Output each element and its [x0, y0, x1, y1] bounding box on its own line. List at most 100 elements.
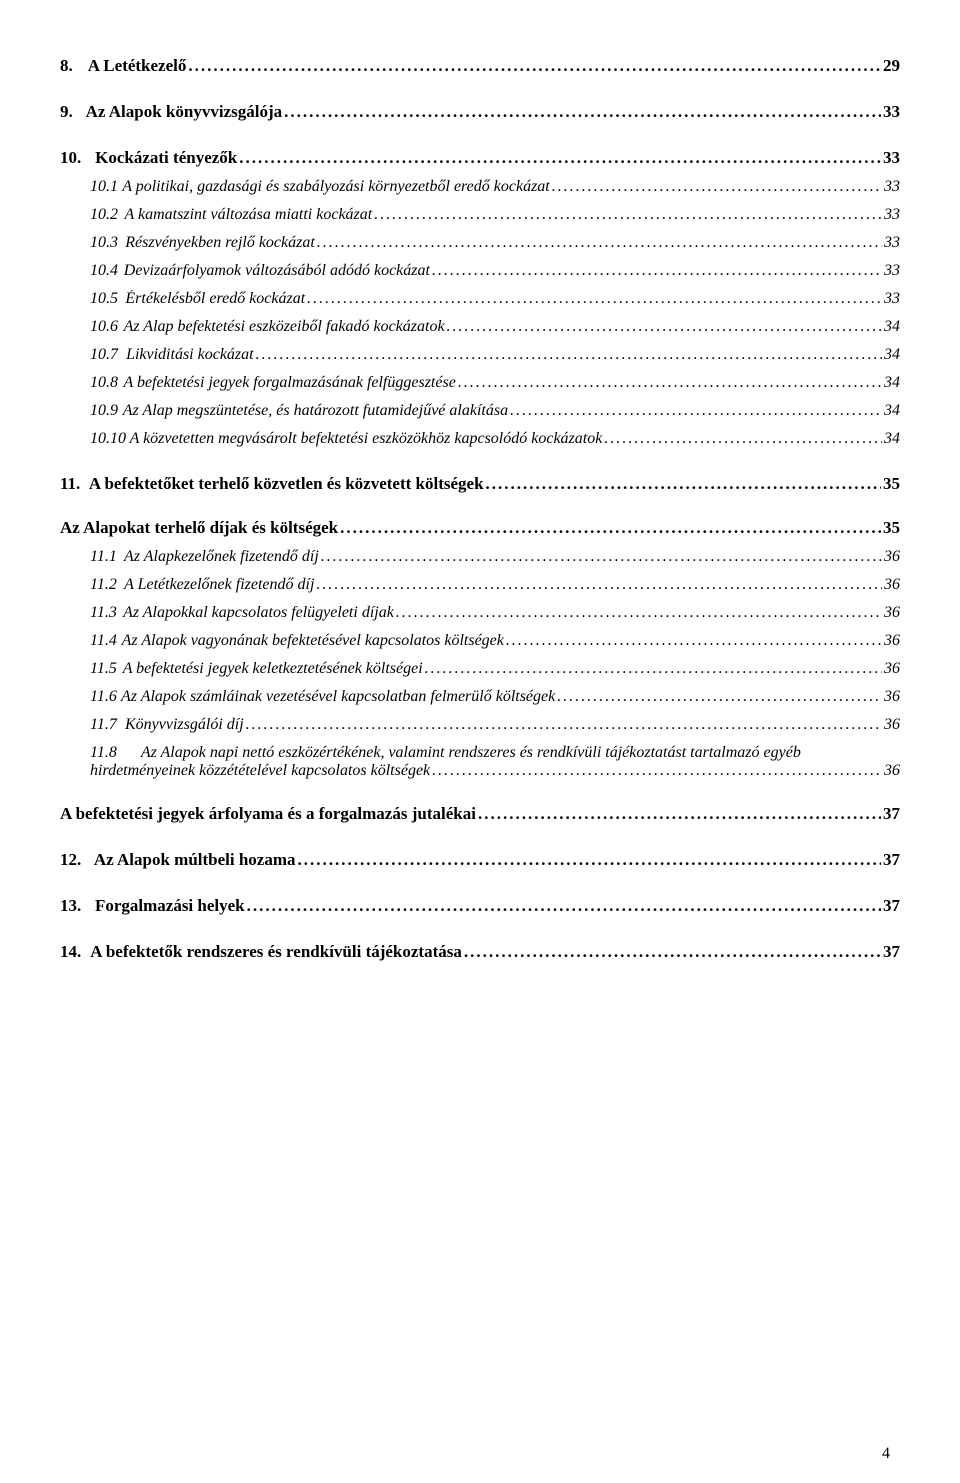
toc-entry-sub: 11.2A Letétkezelőnek fizetendő díj36	[90, 576, 900, 594]
toc-entry-number: 10.4	[90, 262, 118, 280]
toc-entry-page: 33	[884, 234, 900, 252]
toc-entry-text: A kamatszint változása miatti kockázat	[125, 206, 373, 224]
page-number: 4	[882, 1445, 890, 1463]
toc-entry-page: 33	[884, 178, 900, 196]
toc-entry-page: 34	[884, 318, 900, 336]
toc-entry-main: 9.Az Alapok könyvvizsgálója33	[60, 102, 900, 122]
toc-entry-page: 34	[884, 346, 900, 364]
toc-entry-page: 36	[884, 548, 900, 566]
toc-entry-sub: 10.6 Az Alap befektetési eszközeiből faka…	[90, 318, 900, 336]
toc-entry-leader-dots	[396, 604, 882, 622]
toc-entry-leader-dots	[478, 804, 881, 824]
toc-entry-main: 12.Az Alapok múltbeli hozama37	[60, 850, 900, 870]
toc-entry-number: 11.3	[90, 604, 117, 622]
toc-entry-leader-dots	[552, 178, 882, 196]
toc-entry-number: 11.6	[90, 688, 117, 706]
toc-entry-number: 10.6	[90, 318, 118, 336]
toc-entry-page: 37	[883, 804, 900, 824]
toc-entry-number: 11.2	[90, 576, 117, 594]
toc-entry-page: 36	[884, 632, 900, 650]
toc-entry-main: 11. A befektetőket terhelő közvetlen és k…	[60, 474, 900, 494]
toc-entry-leader-dots	[604, 430, 882, 448]
toc-entry-standalone: A befektetési jegyek árfolyama és a forg…	[60, 804, 900, 824]
toc-entry-sub: 10.1A politikai, gazdasági és szabályozá…	[90, 178, 900, 196]
toc-entry-text: A befektetési jegyek keletkeztetésének k…	[123, 660, 423, 678]
toc-entry-leader-dots	[425, 660, 882, 678]
toc-entry-sub: 11.3Az Alapokkal kapcsolatos felügyeleti…	[90, 604, 900, 622]
toc-entry-page: 29	[883, 56, 900, 76]
toc-entry-number: 11.8	[90, 744, 117, 762]
toc-entry-leader-dots	[316, 576, 882, 594]
toc-entry-text-line2: hirdetményeinek közzétételével kapcsolat…	[90, 762, 430, 780]
toc-entry-number: 10.2	[90, 206, 118, 224]
toc-entry-page: 35	[883, 518, 900, 538]
toc-entry-leader-dots	[321, 548, 882, 566]
toc-entry-text: Az Alapok könyvvizsgálója	[86, 102, 282, 122]
toc-entry-page: 37	[883, 850, 900, 870]
toc-entry-page: 37	[883, 896, 900, 916]
toc-entry-text: Értékelésből eredő kockázat	[125, 290, 305, 308]
toc-entry-page: 36	[884, 688, 900, 706]
toc-entry-number: 11.5	[90, 660, 117, 678]
toc-entry-main: 8.A Letétkezelő29	[60, 56, 900, 76]
toc-entry-page: 36	[884, 576, 900, 594]
toc-entry-sub: 10.5 Értékelésből eredő kockázat 33	[90, 290, 900, 308]
toc-entry-leader-dots	[188, 56, 881, 76]
toc-entry-number: 11.	[60, 474, 80, 494]
toc-entry-number: 13.	[60, 896, 81, 916]
toc-entry-text: Forgalmazási helyek	[95, 896, 245, 916]
toc-entry-leader-dots	[506, 632, 882, 650]
toc-entry-leader-dots	[307, 290, 882, 308]
toc-entry-text: Az Alap befektetési eszközeiből fakadó k…	[124, 318, 445, 336]
toc-entry-sub: 11.4Az Alapok vagyonának befektetésével …	[90, 632, 900, 650]
toc-entry-sub: 11.5 A befektetési jegyek keletkeztetésén…	[90, 660, 900, 678]
toc-entry-number: 10.1	[90, 178, 118, 196]
toc-entry-page: 36	[884, 716, 900, 734]
toc-entry-page: 33	[883, 102, 900, 122]
toc-entry-leader-dots	[247, 896, 881, 916]
toc-entry-page: 34	[884, 430, 900, 448]
toc-entry-text: A politikai, gazdasági és szabályozási k…	[122, 178, 550, 196]
toc-entry-number: 10.3	[90, 234, 118, 252]
toc-entry-leader-dots	[298, 850, 881, 870]
toc-entry-standalone: Az Alapokat terhelő díjak és költségek35	[60, 518, 900, 538]
toc-entry-leader-dots	[458, 374, 882, 392]
toc-entry-leader-dots	[246, 716, 882, 734]
toc-entry-number: 11.1	[90, 548, 117, 566]
toc-entry-page: 33	[884, 262, 900, 280]
toc-entry-number: 12.	[60, 850, 81, 870]
toc-entry-sub: 10.10A közvetetten megvásárolt befekteté…	[90, 430, 900, 448]
toc-container: 8.A Letétkezelő299.Az Alapok könyvvizsgá…	[60, 56, 900, 962]
toc-entry-sub: 10.3Részvényekben rejlő kockázat33	[90, 234, 900, 252]
toc-entry-number: 10.	[60, 148, 81, 168]
toc-entry-leader-dots	[557, 688, 882, 706]
toc-entry-leader-dots	[510, 402, 882, 420]
toc-entry-page: 36	[884, 660, 900, 678]
toc-entry-page: 33	[884, 290, 900, 308]
toc-entry-page: 34	[884, 374, 900, 392]
toc-entry-number: 10.8	[90, 374, 118, 392]
toc-entry-number: 14.	[60, 942, 81, 962]
toc-entry-text-line1: Az Alapok napi nettó eszközértékének, va…	[141, 744, 801, 762]
toc-entry-text: A közvetetten megvásárolt befektetési es…	[130, 430, 603, 448]
toc-entry-text: Az Alap megszüntetése, és határozott fut…	[123, 402, 508, 420]
toc-entry-leader-dots	[432, 762, 882, 780]
toc-entry-number: 10.9	[90, 402, 118, 420]
toc-entry-number: 10.5	[90, 290, 118, 308]
toc-entry-leader-dots	[432, 262, 882, 280]
toc-entry-leader-dots	[486, 474, 881, 494]
toc-entry-page: 35	[883, 474, 900, 494]
toc-entry-number: 10.7	[90, 346, 118, 364]
toc-entry-sub-multiline: 11.8 Az Alapok napi nettó eszközértékének…	[90, 744, 900, 780]
toc-entry-sub: 11.6Az Alapok számláinak vezetésével kap…	[90, 688, 900, 706]
toc-entry-main: 10.Kockázati tényezők33	[60, 148, 900, 168]
toc-entry-page: 36	[884, 604, 900, 622]
toc-entry-page: 37	[883, 942, 900, 962]
toc-entry-text: Az Alapok számláinak vezetésével kapcsol…	[121, 688, 555, 706]
toc-entry-text: A befektetőket terhelő közvetlen és közv…	[89, 474, 484, 494]
toc-entry-main: 13. Forgalmazási helyek 37	[60, 896, 900, 916]
toc-entry-number: 8.	[60, 56, 73, 76]
toc-entry-text: A befektetők rendszeres és rendkívüli tá…	[90, 942, 462, 962]
toc-entry-leader-dots	[317, 234, 882, 252]
toc-entry-page: 36	[884, 762, 900, 780]
